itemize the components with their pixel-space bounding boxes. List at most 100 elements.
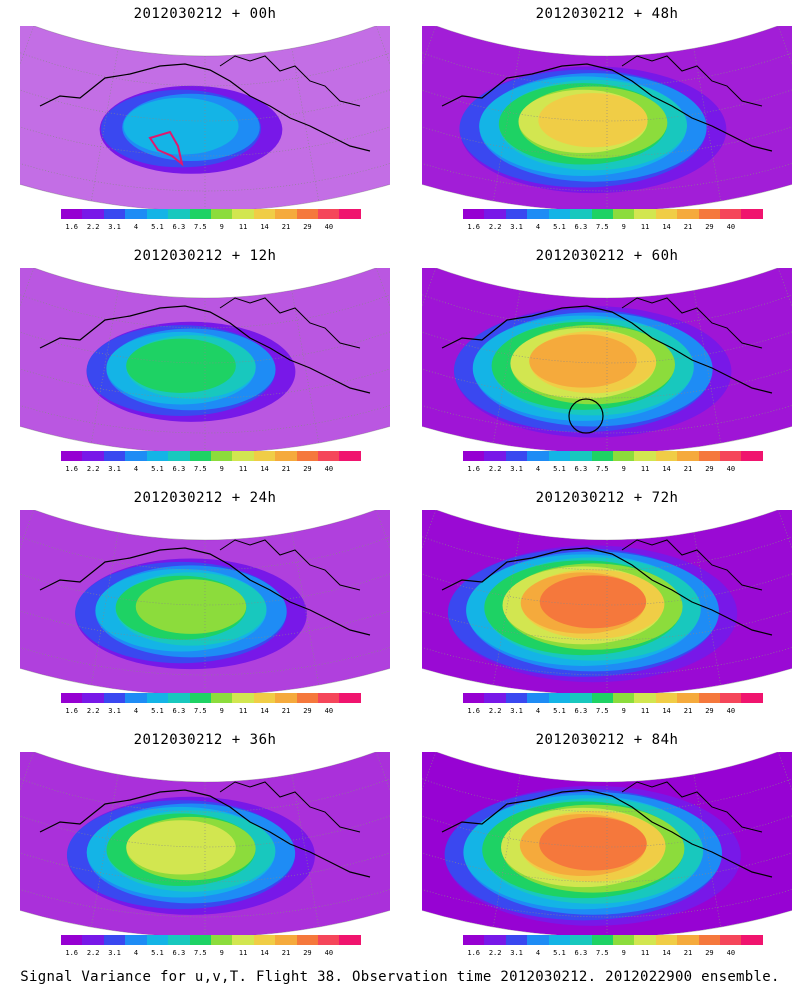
latitude-circle bbox=[20, 26, 390, 157]
colorbar-tick-label: 40 bbox=[726, 707, 736, 715]
colorbar-tick-label: 11 bbox=[238, 465, 248, 473]
colorbar-tick-label: 29 bbox=[303, 223, 312, 231]
colorbar-tick-label: 6.3 bbox=[574, 223, 588, 231]
meridian-line bbox=[693, 290, 722, 444]
colorbar-swatch bbox=[527, 209, 549, 219]
colorbar-tick-label: 9 bbox=[621, 223, 626, 231]
colorbar-tick-label: 7.5 bbox=[595, 949, 609, 957]
colorbar bbox=[463, 693, 763, 703]
coastline bbox=[39, 63, 371, 152]
colorbar-swatch bbox=[505, 451, 528, 461]
colorbar-swatch bbox=[463, 209, 485, 219]
colorbar-tick-label: 1.6 bbox=[467, 707, 481, 715]
coastline bbox=[219, 55, 361, 107]
variance-map bbox=[422, 752, 792, 937]
meridian-line bbox=[90, 532, 119, 686]
forecast-panel: 2012030212 + 72h 1.6 2.2 3.1 4 5.1 6.3 7.5 9 11 14… bbox=[422, 490, 792, 715]
colorbar-swatch bbox=[125, 935, 147, 945]
colorbar-swatch bbox=[720, 451, 742, 461]
colorbar-tick-label: 11 bbox=[640, 223, 650, 231]
colorbar-tick-label: 2.2 bbox=[86, 707, 100, 715]
colorbar-tick-label: 5.1 bbox=[553, 465, 566, 473]
colorbar bbox=[61, 209, 361, 219]
coastline bbox=[441, 63, 773, 152]
variance-contour bbox=[123, 97, 239, 155]
colorbar-swatch bbox=[318, 935, 340, 945]
colorbar-swatch bbox=[61, 693, 83, 703]
colorbar-tick-label: 3.1 bbox=[510, 707, 523, 715]
colorbar-swatch bbox=[103, 693, 126, 703]
colorbar-swatch bbox=[296, 693, 319, 703]
observation-circle bbox=[568, 398, 604, 434]
colorbar-swatch bbox=[570, 209, 592, 219]
colorbar-swatch bbox=[296, 209, 319, 219]
colorbar-swatch bbox=[741, 209, 763, 219]
colorbar-tick-label: 1.6 bbox=[65, 465, 79, 473]
meridian-line bbox=[90, 774, 119, 928]
colorbar-swatch bbox=[634, 693, 656, 703]
forecast-panel: 2012030212 + 00h 1.6 2.2 3.1 4 5.1 6.3 7.5 9 11 14… bbox=[20, 6, 390, 231]
colorbar-swatch bbox=[125, 451, 147, 461]
variance-contour bbox=[529, 334, 637, 388]
colorbar-swatch bbox=[463, 935, 485, 945]
colorbar-swatch bbox=[655, 451, 678, 461]
coastline bbox=[219, 297, 361, 349]
colorbar-swatch bbox=[275, 209, 297, 219]
forecast-panel: 2012030212 + 84h 1.6 2.2 3.1 4 5.1 6.3 7.5 9 11 14… bbox=[422, 732, 792, 957]
colorbar-tick-label: 40 bbox=[324, 465, 334, 473]
colorbar-tick-label: 11 bbox=[238, 223, 248, 231]
colorbar-tick-label: 3.1 bbox=[108, 223, 121, 231]
colorbar-tick-label: 4 bbox=[535, 465, 541, 473]
variance-map bbox=[20, 26, 390, 211]
colorbar-swatch bbox=[570, 935, 592, 945]
colorbar-tick-label: 5.1 bbox=[151, 465, 164, 473]
forecast-panel: 2012030212 + 60h 1.6 2.2 3.1 4 5.1 6.3 7.5 9 11 14… bbox=[422, 248, 792, 473]
colorbar-swatch bbox=[339, 209, 361, 219]
colorbar-swatch bbox=[505, 935, 528, 945]
colorbar-tick-label: 6.3 bbox=[172, 949, 186, 957]
colorbar-swatch bbox=[339, 935, 361, 945]
colorbar-swatch bbox=[677, 209, 699, 219]
colorbar bbox=[463, 209, 763, 219]
meridian-line bbox=[492, 532, 521, 686]
colorbar-tick-label: 3.1 bbox=[108, 465, 121, 473]
colorbar-swatch bbox=[232, 209, 254, 219]
colorbar-swatch bbox=[296, 935, 319, 945]
colorbar-tick-label: 14 bbox=[662, 707, 671, 715]
colorbar-swatch bbox=[253, 693, 276, 703]
coastline bbox=[441, 547, 773, 636]
panel-title: 2012030212 + 00h bbox=[133, 6, 277, 22]
colorbar-tick-label: 9 bbox=[621, 707, 626, 715]
colorbar-swatch bbox=[677, 693, 699, 703]
colorbar-swatch bbox=[125, 209, 147, 219]
colorbar-tick-label: 29 bbox=[705, 465, 714, 473]
colorbar-swatch bbox=[232, 451, 254, 461]
colorbar-tick-label: 5.1 bbox=[151, 223, 164, 231]
colorbar-tick-label: 4 bbox=[133, 465, 139, 473]
colorbar-swatch bbox=[168, 935, 190, 945]
colorbar-swatch bbox=[634, 209, 656, 219]
colorbar-swatch bbox=[275, 935, 297, 945]
colorbar-swatch bbox=[548, 451, 571, 461]
colorbar-swatch bbox=[146, 935, 169, 945]
colorbar-swatch bbox=[103, 935, 126, 945]
colorbar-tick-label: 6.3 bbox=[574, 707, 588, 715]
colorbar-tick-label: 3.1 bbox=[510, 949, 523, 957]
panel-title: 2012030212 + 84h bbox=[535, 732, 679, 748]
colorbar-swatch bbox=[318, 693, 340, 703]
colorbar-tick-label: 9 bbox=[621, 949, 626, 957]
colorbar-tick-label: 29 bbox=[705, 949, 714, 957]
colorbar-swatch bbox=[339, 451, 361, 461]
colorbar-swatch bbox=[720, 935, 742, 945]
colorbar-swatch bbox=[591, 209, 613, 219]
colorbar-swatch bbox=[505, 209, 528, 219]
colorbar-tick-label: 4 bbox=[133, 949, 139, 957]
colorbar bbox=[463, 935, 763, 945]
colorbar-tick-label: 40 bbox=[726, 465, 736, 473]
colorbar-swatch bbox=[232, 935, 254, 945]
colorbar-swatch bbox=[103, 209, 126, 219]
colorbar-swatch bbox=[484, 693, 506, 703]
colorbar-swatch bbox=[61, 451, 83, 461]
colorbar-swatch bbox=[655, 935, 678, 945]
colorbar-swatch bbox=[634, 451, 656, 461]
